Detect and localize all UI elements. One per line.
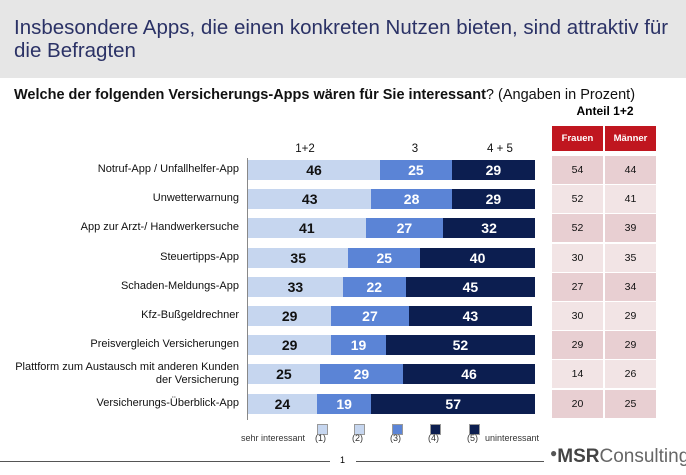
- column-header: 4 + 5: [487, 143, 513, 155]
- table-title: Anteil 1+2: [576, 104, 634, 118]
- legend-swatch: [354, 424, 365, 435]
- bar-segment: 19: [331, 335, 386, 356]
- bar-segment: 25: [348, 247, 421, 268]
- bar-segment: 29: [451, 160, 535, 180]
- table-cell: 30: [552, 243, 603, 272]
- table-cell: 54: [552, 156, 603, 184]
- bar-segment: 19: [316, 393, 372, 414]
- category-label: App zur Arzt-/ Handwerkersuche: [80, 221, 239, 234]
- category-label: Steuertipps-App: [160, 250, 239, 263]
- legend-swatch: [430, 424, 441, 435]
- bar-segment: 33: [248, 276, 343, 297]
- footer-line-right: [356, 461, 544, 462]
- bar-segment: 25: [380, 160, 452, 180]
- table-cell: 52: [552, 185, 603, 214]
- category-label: Notruf-App / Unfallhelfer-App: [97, 163, 239, 175]
- bar-segment: 29: [451, 189, 535, 210]
- column-header: 3: [411, 143, 419, 155]
- question-text: Welche der folgenden Versicherungs-Apps …: [14, 87, 635, 104]
- question-rest: ? (Angaben in Prozent): [485, 87, 636, 103]
- bar-segment: 45: [405, 276, 535, 297]
- bar-segment: 32: [443, 218, 535, 239]
- legend-swatch: [469, 424, 480, 435]
- legend-label: (1): [315, 433, 326, 443]
- bar-segment: 28: [371, 189, 452, 210]
- bar-segment: 29: [248, 306, 332, 326]
- category-label: Unwetterwarnung: [152, 192, 239, 205]
- bar-segment: 57: [371, 393, 535, 414]
- table-cell: 25: [605, 389, 656, 418]
- bar-segment: 29: [248, 335, 332, 356]
- slide-title: Insbesondere Apps, die einen konkreten N…: [14, 16, 669, 62]
- msr-logo: ●MSRConsulting: [550, 446, 686, 467]
- bar-segment: 29: [319, 364, 403, 385]
- column-header: 1+2: [295, 143, 315, 155]
- bar-segment: 40: [420, 247, 535, 268]
- table-cell: 34: [605, 272, 656, 301]
- bar-segment: 27: [331, 306, 409, 326]
- bar-segment: 52: [385, 335, 535, 356]
- category-label: Versicherungs-Überblick-App: [96, 396, 239, 409]
- bar-segment: 43: [408, 306, 533, 326]
- bar-segment: 25: [248, 364, 320, 385]
- legend-label: (3): [390, 433, 401, 443]
- bar-segment: 46: [248, 160, 381, 180]
- legend-label: (5): [467, 433, 478, 443]
- question-bold: Welche der folgenden Versicherungs-Apps …: [14, 87, 486, 103]
- table-cell: 29: [552, 331, 603, 360]
- bar-segment: 43: [248, 189, 372, 210]
- legend-right-label: uninteressant: [485, 433, 540, 443]
- table-cell: 52: [552, 214, 603, 243]
- table-cell: 27: [552, 272, 603, 301]
- bar-segment: 41: [248, 218, 366, 239]
- legend-label: (2): [352, 433, 363, 443]
- category-label: Preisvergleich Versicherungen: [90, 338, 239, 351]
- table-cell: 20: [552, 389, 603, 418]
- table-header-maenner: Männer: [605, 126, 656, 151]
- header-band: [0, 0, 686, 78]
- bar-segment: 27: [365, 218, 444, 239]
- bar-segment: 46: [402, 364, 535, 385]
- table-header-frauen: Frauen: [552, 126, 603, 151]
- legend-left-label: sehr interessant: [241, 433, 306, 443]
- category-label: Kfz-Bußgeldrechner: [141, 309, 239, 321]
- table-cell: 35: [605, 243, 656, 272]
- bar-segment: 24: [248, 393, 317, 414]
- bar-segment: 22: [342, 276, 406, 297]
- legend-swatch: [317, 424, 328, 435]
- legend-swatch: [392, 424, 403, 435]
- table-cell: 44: [605, 156, 656, 184]
- table-cell: 30: [552, 302, 603, 330]
- table-cell: 41: [605, 185, 656, 214]
- table-cell: 29: [605, 331, 656, 360]
- bar-segment: 35: [248, 247, 349, 268]
- table-cell: 29: [605, 302, 656, 330]
- category-label: Schaden-Meldungs-App: [120, 279, 239, 292]
- table-cell: 39: [605, 214, 656, 243]
- page-number: 1: [340, 455, 346, 465]
- chart-axis: [247, 158, 248, 420]
- table-cell: 26: [605, 360, 656, 389]
- table-cell: 14: [552, 360, 603, 389]
- category-label: Plattform zum Austausch mit anderen Kund…: [15, 361, 239, 386]
- footer-line-left: [0, 461, 330, 462]
- legend-label: (4): [428, 433, 439, 443]
